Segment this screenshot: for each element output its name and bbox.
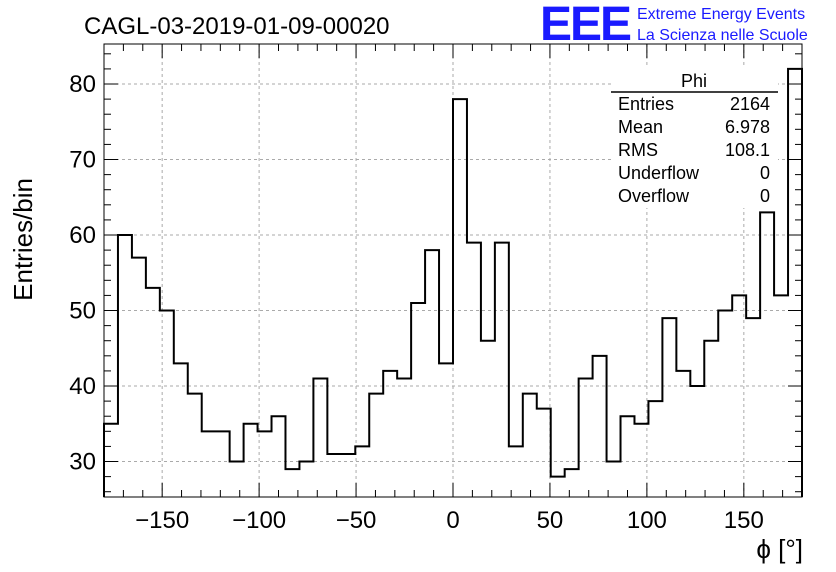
stats-box: Phi Entries 2164 Mean 6.978 RMS 108.1 Underflo… [611,68,778,208]
x-tick-label: 100 [627,507,667,534]
histogram-line [103,67,803,497]
stats-row-value: 2164 [730,94,770,114]
stats-row-value: 6.978 [725,117,770,137]
x-tick-label: 150 [724,507,764,534]
stats-row-label: Underflow [618,163,700,183]
x-tick-label: 50 [537,507,564,534]
stats-title: Phi [681,71,707,91]
chart-title: CAGL-03-2019-01-09-00020 [84,13,390,40]
stats-row-value: 0 [760,186,770,206]
stats-row-label: Mean [618,117,663,137]
stats-row-label: RMS [618,140,658,160]
y-tick-label: 60 [69,222,96,249]
x-tick-label: −100 [232,507,286,534]
x-tick-label: −50 [336,507,377,534]
y-tick-label: 30 [69,449,96,476]
stats-row-label: Entries [618,94,674,114]
y-tick-label: 40 [69,373,96,400]
y-axis-label: Entries/bin [8,178,38,301]
stats-row-label: Overflow [618,186,690,206]
stats-row-value: 0 [760,163,770,183]
y-tick-label: 50 [69,298,96,325]
eee-logo: EEE Extreme Energy Events La Scienza nel… [540,0,808,51]
y-tick-label: 70 [69,147,96,174]
logo-line-1: Extreme Energy Events [637,6,805,23]
eee-logo-mark: EEE [540,0,631,51]
logo-line-2: La Scienza nelle Scuole [637,27,808,44]
y-tick-label: 80 [69,71,96,98]
x-axis-label: ϕ [°] [756,534,803,564]
y-axis: 30 40 50 60 70 80 [69,53,802,493]
x-tick-label: −150 [135,507,189,534]
x-axis: −150 −100 −50 0 50 100 150 [103,44,803,534]
stats-row-value: 108.1 [725,140,770,160]
x-tick-label: 0 [446,507,459,534]
